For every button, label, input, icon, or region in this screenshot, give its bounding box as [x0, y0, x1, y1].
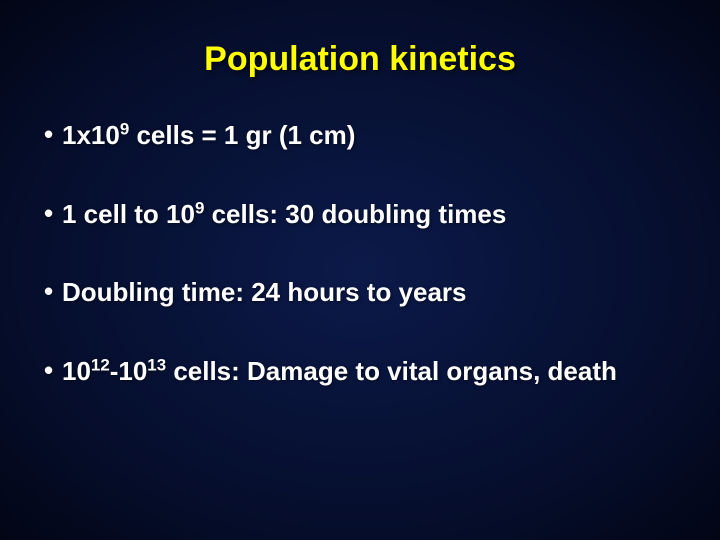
- bullet-marker: •: [44, 198, 62, 229]
- superscript: 12: [91, 355, 110, 374]
- superscript: 13: [147, 355, 166, 374]
- bullet-text: Doubling time: 24 hours to years: [62, 276, 467, 309]
- bullet-text: 1x109 cells = 1 gr (1 cm): [62, 119, 355, 152]
- bullet-text: 1012-1013 cells: Damage to vital organs,…: [62, 355, 617, 388]
- bullet-item: •Doubling time: 24 hours to years: [40, 276, 680, 309]
- bullet-item: •1 cell to 109 cells: 30 doubling times: [40, 198, 680, 231]
- bullet-list: •1x109 cells = 1 gr (1 cm)•1 cell to 109…: [40, 119, 680, 387]
- superscript: 9: [120, 119, 129, 138]
- bullet-marker: •: [44, 355, 62, 386]
- bullet-text: 1 cell to 109 cells: 30 doubling times: [62, 198, 506, 231]
- bullet-marker: •: [44, 119, 62, 150]
- slide-title: Population kinetics: [40, 40, 680, 79]
- bullet-item: •1012-1013 cells: Damage to vital organs…: [40, 355, 680, 388]
- slide-container: Population kinetics •1x109 cells = 1 gr …: [0, 0, 720, 540]
- bullet-marker: •: [44, 276, 62, 307]
- superscript: 9: [195, 198, 204, 217]
- bullet-item: •1x109 cells = 1 gr (1 cm): [40, 119, 680, 152]
